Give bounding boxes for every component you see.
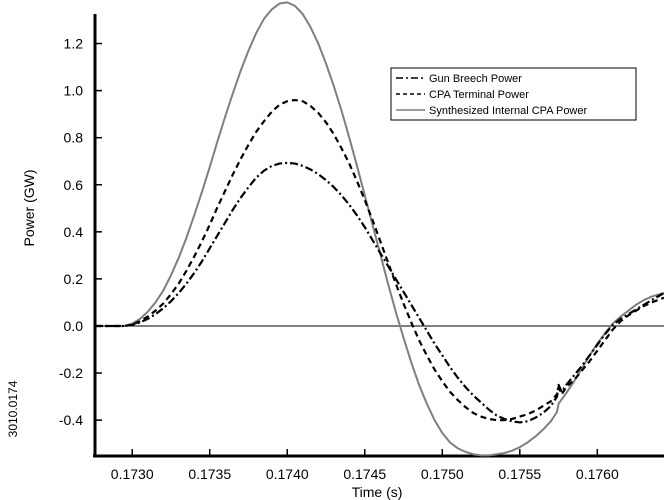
y-tick-label: 0.2 <box>64 271 84 287</box>
y-tick-label: 0.4 <box>64 224 84 240</box>
x-tick-label: 0.1755 <box>498 466 541 482</box>
x-tick-label: 0.1750 <box>421 466 464 482</box>
series-line-synthesized-internal-cpa-power <box>95 1 664 457</box>
y-axis-title: Power (GW) <box>21 170 37 247</box>
legend-box <box>390 67 637 121</box>
y-tick-label: 0.0 <box>64 318 84 334</box>
x-axis-title: Time (s) <box>352 484 403 500</box>
y-tick-label: -0.2 <box>59 365 83 381</box>
legend-label-synthesized-internal-cpa-power: Synthesized Internal CPA Power <box>429 105 587 117</box>
x-tick-label: 0.1735 <box>188 466 231 482</box>
y-tick-label: -0.4 <box>59 412 83 428</box>
series-line-gun-breech-power <box>95 161 664 424</box>
x-tick-label: 0.1760 <box>576 466 619 482</box>
x-tick-label: 0.1730 <box>111 466 154 482</box>
series-layer <box>95 1 664 457</box>
legend: Gun Breech Power CPA Terminal Power Synt… <box>390 67 637 121</box>
legend-label-cpa-terminal-power: CPA Terminal Power <box>429 89 529 101</box>
y-ticks: -0.4 -0.2 0.0 0.2 0.4 0.6 0.8 1.0 1.2 <box>59 36 102 428</box>
y-tick-label: 1.2 <box>64 36 84 52</box>
x-tick-label: 0.1740 <box>266 466 309 482</box>
figure-id-label: 3010.0174 <box>6 380 20 437</box>
y-tick-label: 1.0 <box>64 83 84 99</box>
y-tick-label: 0.6 <box>64 177 84 193</box>
legend-label-gun-breech-power: Gun Breech Power <box>429 73 522 85</box>
x-tick-label: 0.1745 <box>343 466 386 482</box>
x-ticks: 0.1730 0.1735 0.1740 0.1745 0.1750 0.1755 0.17… <box>111 449 619 482</box>
y-tick-label: 0.8 <box>64 130 84 146</box>
